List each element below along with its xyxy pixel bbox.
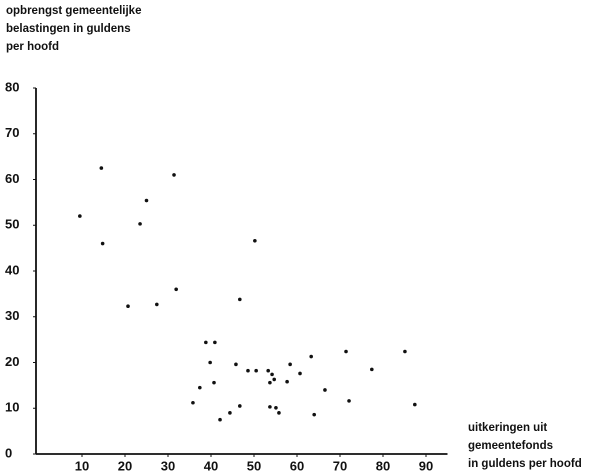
- point: [218, 417, 222, 422]
- x-tick-label: 30: [161, 458, 175, 473]
- point: [126, 304, 130, 309]
- y-tick-label: 70: [5, 125, 19, 140]
- point: [138, 222, 142, 226]
- point: [298, 371, 302, 376]
- point: [212, 380, 216, 385]
- point: [155, 302, 159, 307]
- point: [274, 405, 278, 410]
- y-tick-label: 20: [5, 354, 19, 369]
- x-tick-label: 50: [247, 458, 261, 473]
- y-tick-label: 60: [5, 171, 19, 186]
- point: [285, 379, 289, 384]
- point: [208, 360, 212, 365]
- y-tick-label: 0: [5, 445, 12, 460]
- y-tick-label: 10: [5, 400, 19, 415]
- point: [323, 388, 327, 392]
- point: [238, 297, 242, 302]
- point: [204, 340, 208, 345]
- y-tick-label: 50: [5, 217, 19, 232]
- x-tick-label: 60: [290, 458, 304, 473]
- point: [174, 287, 178, 292]
- point: [78, 214, 82, 218]
- point: [191, 400, 195, 405]
- point: [344, 349, 348, 354]
- y-tick-label: 40: [5, 262, 19, 277]
- point: [99, 166, 104, 170]
- x-tick-label: 20: [118, 458, 132, 473]
- x-axis-label: in guldens per hoofd: [468, 458, 582, 470]
- point: [238, 404, 242, 408]
- point: [144, 198, 149, 203]
- y-tick-label: 80: [5, 79, 19, 94]
- y-axis-label: belastingen in guldens: [6, 23, 131, 35]
- point: [228, 411, 232, 415]
- point: [277, 411, 281, 415]
- point: [234, 362, 238, 367]
- x-tick-label: 40: [204, 458, 218, 473]
- point: [309, 354, 313, 359]
- point: [288, 362, 292, 367]
- x-tick-label: 80: [376, 458, 390, 473]
- point: [266, 368, 270, 373]
- point: [312, 412, 317, 417]
- point: [268, 405, 272, 409]
- x-tick-label: 10: [75, 458, 89, 473]
- point: [198, 385, 202, 390]
- point: [403, 349, 407, 354]
- point: [254, 368, 258, 373]
- point: [172, 173, 176, 177]
- y-tick-label: 30: [5, 308, 19, 323]
- point: [370, 367, 374, 372]
- x-tick-label: 90: [419, 458, 433, 473]
- point: [413, 402, 417, 407]
- y-axis-label: per hoofd: [6, 41, 59, 53]
- point: [253, 239, 257, 243]
- point: [246, 368, 250, 373]
- x-tick-label: 70: [333, 458, 347, 473]
- x-axis-label: gemeentefonds: [468, 440, 553, 452]
- point: [268, 380, 272, 385]
- point: [213, 340, 217, 345]
- point: [272, 377, 277, 382]
- point: [347, 399, 351, 403]
- point: [100, 241, 105, 246]
- x-axis-label: uitkeringen uit: [468, 422, 547, 434]
- y-axis-label: opbrengst gemeentelijke: [6, 5, 141, 17]
- point: [270, 372, 274, 377]
